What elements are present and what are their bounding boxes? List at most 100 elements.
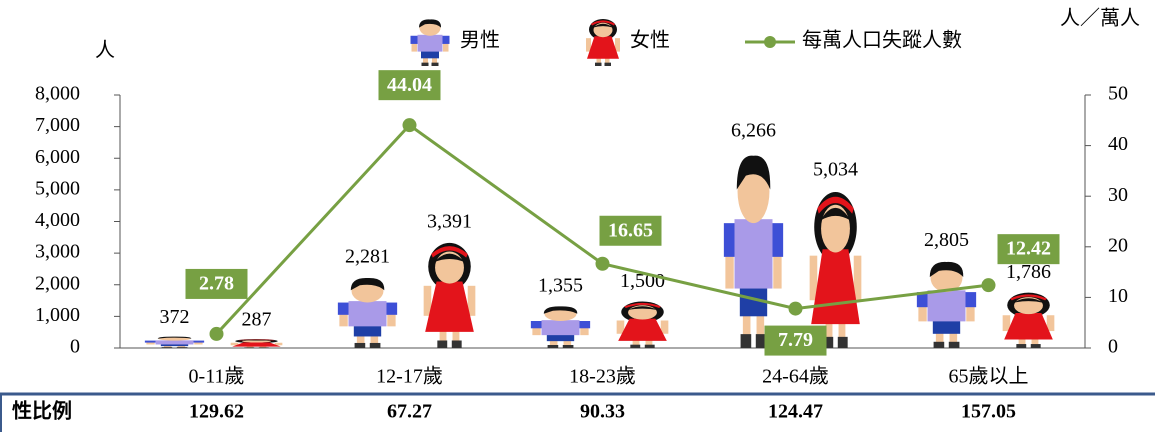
figure-part — [176, 347, 188, 348]
figure-part — [929, 261, 964, 278]
figure-part — [541, 320, 580, 336]
figure-part — [337, 302, 351, 315]
figure-part — [1016, 344, 1027, 349]
figure-part — [348, 301, 387, 327]
figure-part — [736, 155, 771, 190]
figure-part — [916, 292, 930, 308]
y-tick-label: 8,000 — [35, 83, 80, 105]
figure-part — [817, 196, 854, 214]
figure-part — [387, 313, 396, 327]
figure-part — [562, 345, 574, 348]
value-label: 6,266 — [731, 119, 776, 141]
figure-part — [838, 319, 846, 341]
figure-part — [441, 35, 450, 44]
figure-part — [948, 341, 960, 348]
y-tick-label: 5,000 — [35, 177, 80, 199]
figure-part — [966, 305, 975, 322]
figure-part — [194, 342, 203, 345]
figure-part — [644, 344, 655, 348]
y-tick-label: 4,000 — [35, 209, 80, 231]
figure-part — [725, 252, 734, 289]
value-label: 287 — [242, 309, 272, 331]
figure-part — [624, 302, 661, 309]
figure-part — [949, 330, 958, 345]
figure-part — [577, 321, 591, 329]
y-tick-label: 0 — [70, 336, 80, 358]
figure-part — [411, 42, 417, 52]
figure-part — [1018, 337, 1026, 346]
data-label-box — [997, 234, 1060, 265]
y2-tick-label: 20 — [1108, 234, 1128, 256]
figure-part — [350, 277, 385, 291]
girl-bar — [1002, 292, 1055, 349]
figure-part — [927, 290, 966, 322]
y-tick-label: 7,000 — [35, 114, 80, 136]
figure-part — [339, 313, 348, 327]
legend-icon — [586, 18, 620, 66]
figure-part — [370, 333, 379, 346]
girl-bar — [616, 301, 669, 348]
figure-part — [630, 344, 641, 348]
figure-part — [543, 306, 578, 314]
figure-part — [452, 328, 460, 343]
figure-part — [587, 36, 619, 59]
figure-part — [439, 328, 447, 343]
figure-part — [615, 38, 620, 52]
figure-part — [932, 317, 961, 334]
figure-part — [161, 347, 173, 348]
value-label: 1,786 — [1006, 261, 1051, 283]
figure-part — [274, 342, 283, 346]
data-label: 44.04 — [387, 74, 432, 96]
data-label: 2.78 — [199, 273, 234, 295]
data-label-box — [599, 215, 662, 246]
figure-part — [593, 23, 613, 28]
table-cell: 157.05 — [961, 401, 1016, 423]
line-marker — [595, 256, 610, 271]
figure-part — [605, 57, 610, 64]
legend-marker — [764, 36, 776, 48]
table-cell: 90.33 — [580, 401, 625, 423]
data-label-box — [378, 70, 441, 101]
figure-part — [604, 62, 611, 66]
figure-part — [238, 339, 275, 341]
figure-part — [246, 346, 254, 348]
figure-part — [933, 341, 945, 348]
data-label: 7.79 — [778, 329, 813, 351]
data-label: 12.42 — [1006, 238, 1051, 260]
figure-part — [546, 333, 575, 342]
boy-bar — [916, 261, 977, 348]
figure-part — [742, 308, 751, 341]
boy-bar — [337, 277, 398, 348]
x-tick-label: 24-64歲 — [762, 365, 829, 388]
figure-part — [820, 207, 851, 221]
figure-part — [853, 255, 862, 301]
y-axis-label: 人 — [95, 39, 115, 62]
figure-part — [755, 334, 767, 348]
figure-part — [740, 334, 752, 348]
value-label: 1,355 — [538, 275, 583, 297]
figure-part — [586, 38, 591, 52]
figure-part — [356, 333, 365, 346]
figure-part — [431, 246, 468, 258]
y2-tick-label: 40 — [1108, 133, 1128, 155]
line-marker — [209, 326, 224, 341]
figure-part — [549, 339, 558, 347]
data-label-box — [185, 268, 248, 299]
figure-part — [627, 306, 658, 311]
figure-part — [660, 320, 669, 334]
boy-bar — [530, 306, 591, 348]
figure-part — [1002, 315, 1011, 332]
data-label-box — [764, 325, 827, 356]
figure-part — [595, 62, 602, 66]
figure-part — [177, 345, 186, 348]
figure-part — [410, 35, 419, 44]
figure-part — [417, 34, 443, 52]
figure-part — [144, 340, 158, 343]
x-tick-label: 12-17歲 — [376, 365, 443, 388]
figure-part — [825, 319, 833, 341]
table-cell: 124.47 — [768, 401, 823, 423]
figure-part — [563, 339, 572, 347]
figure-part — [547, 345, 559, 348]
